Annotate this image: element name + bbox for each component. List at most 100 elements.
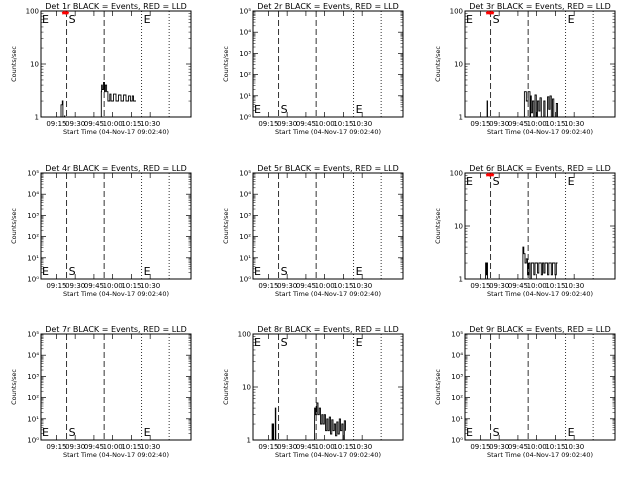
events-series-line xyxy=(486,100,488,118)
event-marker-label: E xyxy=(568,426,575,439)
y-tick-label: 10⁵ xyxy=(239,8,251,16)
y-tick-label: 10⁴ xyxy=(451,352,463,360)
panel-title: Det 3r BLACK = Events, RED = LLD xyxy=(469,2,611,11)
event-marker-label: E xyxy=(356,103,363,116)
event-marker-label: S xyxy=(281,336,288,349)
y-axis-ticks: 10⁰ 10¹ 10² 10³ 10⁴ 10⁵ xyxy=(27,170,191,284)
x-tick-label: 09:30 xyxy=(489,120,509,128)
y-tick-label: 10⁰ xyxy=(239,114,251,122)
x-tick-label: 09:30 xyxy=(277,120,297,128)
y-tick-label: 100 xyxy=(238,331,251,339)
x-tick-label: 10:15 xyxy=(545,120,565,128)
detector-panel: Det 2r BLACK = Events, RED = LLD10⁰10¹10… xyxy=(222,2,404,136)
y-tick-label: 10⁰ xyxy=(451,437,463,445)
y-tick-label: 1 xyxy=(35,114,39,122)
x-tick-label: 10:00 xyxy=(315,120,335,128)
x-axis-label: Start Time (04-Nov-17 09:02:40) xyxy=(63,290,169,298)
panel-title: Det 6r BLACK = Events, RED = LLD xyxy=(469,164,611,173)
x-axis-label: Start Time (04-Nov-17 09:02:40) xyxy=(275,451,381,459)
y-tick-label: 10² xyxy=(27,394,39,402)
x-axis-label: Start Time (04-Nov-17 09:02:40) xyxy=(275,290,381,298)
y-axis-ticks: 1 10 100 xyxy=(26,8,191,122)
y-tick-label: 10⁵ xyxy=(451,331,463,339)
y-tick-label: 100 xyxy=(450,8,463,16)
event-marker-label: S xyxy=(493,426,500,439)
x-tick-label: 10:30 xyxy=(352,282,372,290)
event-marker-label: E xyxy=(144,265,151,278)
x-axis-label: Start Time (04-Nov-17 09:02:40) xyxy=(487,290,593,298)
panel-title: Det 5r BLACK = Events, RED = LLD xyxy=(257,164,399,173)
event-marker-label: S xyxy=(69,265,76,278)
event-marker-label: E xyxy=(466,13,473,26)
event-marker-label: E xyxy=(466,426,473,439)
panel-title: Det 2r BLACK = Events, RED = LLD xyxy=(257,2,399,11)
x-tick-label: 09:45 xyxy=(296,282,316,290)
event-marker-label: E xyxy=(42,13,49,26)
panel-title: Det 8r BLACK = Events, RED = LLD xyxy=(257,325,399,334)
event-marker-label: E xyxy=(356,336,363,349)
event-marker-label: S xyxy=(493,175,500,188)
y-tick-label: 100 xyxy=(26,8,39,16)
x-tick-label: 09:30 xyxy=(65,443,85,451)
x-tick-label: 10:15 xyxy=(545,282,565,290)
y-tick-label: 10¹ xyxy=(27,415,39,423)
x-tick-label: 09:15 xyxy=(46,282,66,290)
lld-series-line xyxy=(485,10,495,16)
y-axis-ticks: 10⁰ 10¹ 10² 10³ 10⁴ 10⁵ xyxy=(239,8,403,122)
detector-panel: Det 3r BLACK = Events, RED = LLD 1 10 100 09… xyxy=(434,2,616,136)
detector-panel: Det 6r BLACK = Events, RED = LLD 1 10 100 09… xyxy=(434,164,616,298)
events-series-line xyxy=(314,402,346,441)
y-axis-ticks: 10⁰ 10¹ 10² 10³ 10⁴ 10⁵ xyxy=(451,331,615,445)
x-tick-label: 09:15 xyxy=(46,443,66,451)
y-tick-label: 10 xyxy=(242,384,251,392)
plot-frame xyxy=(40,333,192,441)
plot-frame xyxy=(464,333,616,441)
x-tick-label: 09:45 xyxy=(296,120,316,128)
events-series-line xyxy=(60,100,66,118)
detector-panel: Det 5r BLACK = Events, RED = LLD10⁰10¹10… xyxy=(222,164,404,298)
detector-panel: Det 4r BLACK = Events, RED = LLD10⁰10¹10… xyxy=(10,164,192,298)
x-tick-label: 10:00 xyxy=(527,120,547,128)
x-axis-label: Start Time (04-Nov-17 09:02:40) xyxy=(63,128,169,136)
y-tick-label: 10⁴ xyxy=(239,29,251,37)
x-tick-label: 09:30 xyxy=(277,282,297,290)
y-tick-label: 10³ xyxy=(27,373,39,381)
y-axis-label: Counts/sec xyxy=(10,208,18,244)
y-axis-label: Counts/sec xyxy=(434,46,442,82)
y-axis-ticks: 1 10 100 xyxy=(450,170,615,284)
x-tick-label: 10:15 xyxy=(121,120,141,128)
x-tick-label: 10:30 xyxy=(352,120,372,128)
event-marker-label: E xyxy=(466,175,473,188)
x-tick-label: 10:00 xyxy=(103,282,123,290)
detector-panel: Det 8r BLACK = Events, RED = LLD 1 10 100 09… xyxy=(222,325,404,459)
y-axis-ticks: 10⁰ 10¹ 10² 10³ 10⁴ 10⁵ xyxy=(27,331,191,445)
x-tick-label: 10:30 xyxy=(564,120,584,128)
x-tick-label: 09:15 xyxy=(258,443,278,451)
y-tick-label: 10⁴ xyxy=(27,191,39,199)
event-marker-label: S xyxy=(281,103,288,116)
y-axis-label: Counts/sec xyxy=(434,208,442,244)
y-tick-label: 10¹ xyxy=(27,254,39,262)
y-tick-label: 10⁰ xyxy=(27,437,39,445)
y-tick-label: 10 xyxy=(454,61,463,69)
y-tick-label: 10⁰ xyxy=(27,276,39,284)
y-tick-label: 10⁵ xyxy=(239,170,251,178)
event-marker-label: S xyxy=(493,13,500,26)
events-series-line xyxy=(522,246,558,280)
y-tick-label: 10¹ xyxy=(451,415,463,423)
y-axis-label: Counts/sec xyxy=(222,46,230,82)
event-marker-label: E xyxy=(568,175,575,188)
x-tick-label: 10:30 xyxy=(140,443,160,451)
x-axis-label: Start Time (04-Nov-17 09:02:40) xyxy=(487,451,593,459)
event-marker-label: E xyxy=(356,265,363,278)
x-tick-label: 10:00 xyxy=(315,443,335,451)
event-marker-label: E xyxy=(144,13,151,26)
y-tick-label: 10 xyxy=(30,61,39,69)
y-tick-label: 10⁵ xyxy=(27,331,39,339)
y-axis-label: Counts/sec xyxy=(434,369,442,405)
x-tick-label: 09:45 xyxy=(296,443,316,451)
lld-series-line xyxy=(61,10,70,16)
